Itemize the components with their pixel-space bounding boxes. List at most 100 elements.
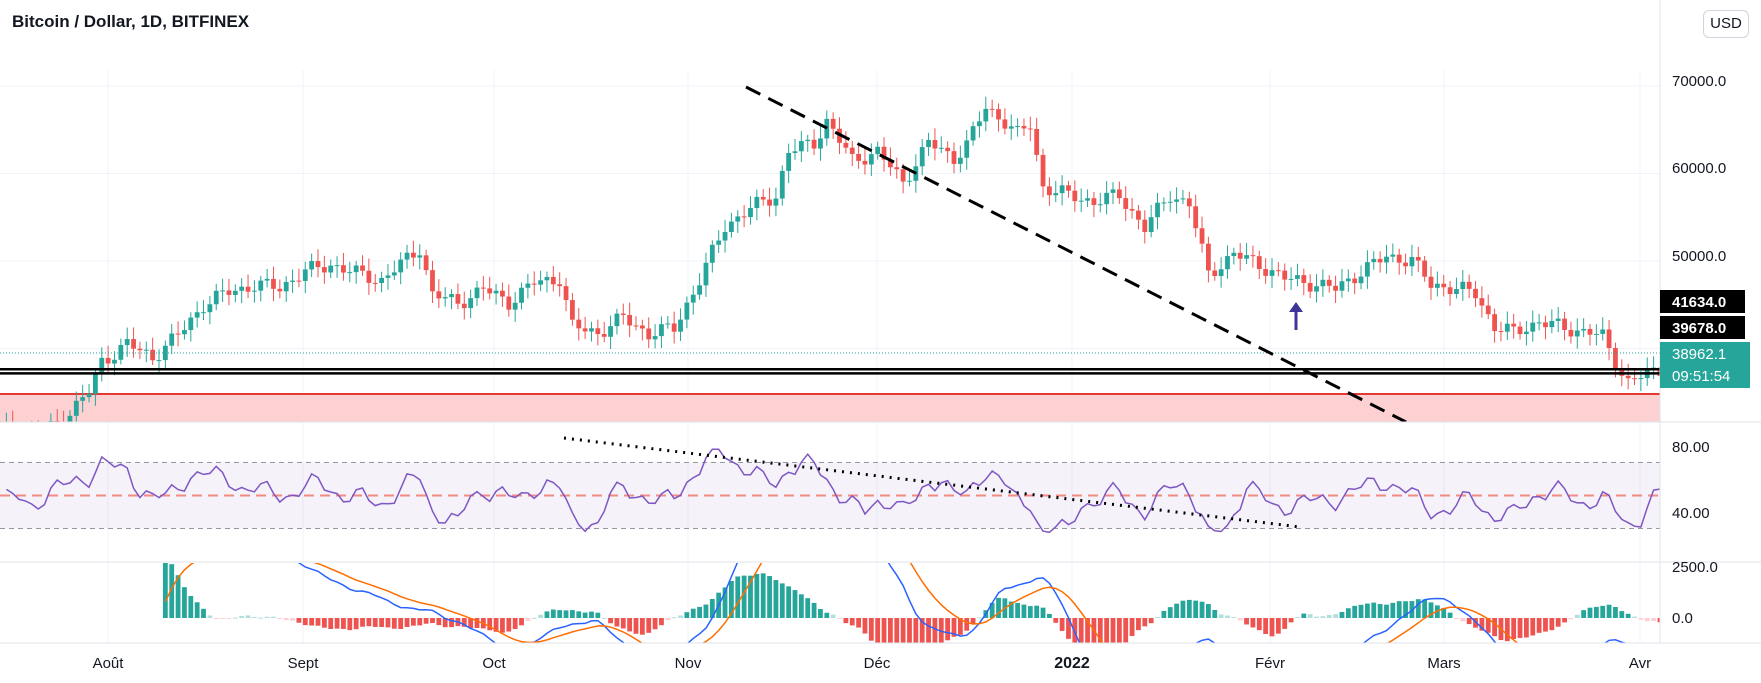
macd-bar bbox=[970, 618, 976, 625]
macd-bar bbox=[671, 617, 677, 619]
macd-bar bbox=[767, 576, 772, 618]
candle bbox=[372, 274, 378, 292]
candle bbox=[932, 128, 938, 161]
candle bbox=[1161, 197, 1167, 212]
macd-bar bbox=[1288, 618, 1294, 623]
last-price-label: 38962.1 bbox=[1672, 346, 1726, 363]
macd-bar bbox=[1403, 601, 1408, 618]
macd-bar bbox=[366, 618, 372, 627]
candle bbox=[226, 278, 232, 306]
candle bbox=[194, 301, 200, 328]
candle bbox=[1396, 248, 1402, 275]
candle bbox=[1511, 313, 1517, 339]
candle bbox=[213, 283, 219, 311]
candle bbox=[1295, 263, 1300, 287]
candle bbox=[334, 256, 340, 278]
macd-bar bbox=[175, 575, 181, 618]
candle bbox=[1047, 177, 1052, 206]
macd-bar bbox=[1390, 602, 1396, 618]
macd-bar bbox=[862, 618, 868, 634]
macd-axis[interactable]: 2500.0 0.0 bbox=[1672, 559, 1718, 627]
candle bbox=[1206, 236, 1211, 283]
candle bbox=[1193, 194, 1199, 238]
candle bbox=[321, 255, 327, 284]
time-tick-label: Août bbox=[93, 655, 125, 672]
rsi-axis[interactable]: 80.00 40.00 bbox=[1672, 439, 1710, 522]
macd-bar bbox=[709, 598, 715, 618]
candle bbox=[907, 169, 912, 187]
macd-bar bbox=[614, 618, 620, 627]
candle bbox=[601, 321, 607, 343]
time-axis[interactable]: Août Sept Oct Nov Déc 2022 Févr Mars Avr bbox=[93, 655, 1652, 672]
macd-bar bbox=[360, 618, 365, 627]
macd-bar bbox=[786, 586, 792, 618]
candle bbox=[608, 315, 613, 349]
candle bbox=[1536, 313, 1542, 331]
candle bbox=[786, 143, 792, 184]
macd-bar bbox=[798, 594, 804, 618]
macd-bar bbox=[977, 617, 982, 619]
macd-bar bbox=[1428, 602, 1434, 618]
candle bbox=[1479, 286, 1485, 318]
macd-bar bbox=[881, 618, 887, 643]
macd-bar bbox=[1116, 618, 1122, 643]
candle bbox=[760, 189, 766, 206]
candle bbox=[957, 145, 963, 173]
price-axis[interactable]: 70000.0 60000.0 50000.0 bbox=[1672, 73, 1726, 265]
macd-bar bbox=[1040, 607, 1046, 618]
candle bbox=[703, 252, 709, 297]
candle bbox=[531, 271, 537, 296]
candle bbox=[1365, 250, 1370, 289]
macd-bar bbox=[1256, 618, 1262, 631]
resistance-tag-1 bbox=[1660, 290, 1745, 313]
macd-bar bbox=[474, 618, 480, 629]
candle bbox=[143, 341, 149, 363]
macd-bar bbox=[1644, 618, 1650, 622]
candle bbox=[659, 316, 664, 348]
macd-bar bbox=[436, 618, 442, 626]
candle bbox=[150, 337, 156, 366]
macd-bar bbox=[926, 618, 931, 643]
macd-bar bbox=[1396, 601, 1402, 618]
candle bbox=[1466, 274, 1472, 299]
macd-bar bbox=[646, 618, 652, 633]
candle bbox=[1199, 216, 1205, 253]
macd-bar bbox=[1097, 618, 1103, 643]
currency-button[interactable]: USD bbox=[1703, 10, 1749, 38]
price-tags: 41634.0 39678.0 38962.1 09:51:54 bbox=[1660, 290, 1750, 388]
candle bbox=[1218, 257, 1224, 288]
macd-bar bbox=[1536, 618, 1542, 633]
candle bbox=[1250, 245, 1256, 268]
downtrend-line bbox=[745, 85, 1407, 422]
macd-bar bbox=[372, 618, 378, 627]
macd-bar bbox=[1231, 616, 1237, 618]
macd-bar bbox=[1454, 618, 1459, 619]
candle bbox=[1562, 311, 1567, 341]
candle bbox=[1307, 274, 1313, 299]
candle bbox=[315, 249, 321, 278]
candle bbox=[1345, 269, 1351, 292]
macd-bar bbox=[1237, 618, 1243, 621]
candle bbox=[398, 252, 404, 285]
macd-bar bbox=[589, 611, 594, 618]
candle bbox=[678, 308, 683, 341]
macd-bar bbox=[888, 618, 893, 643]
candle bbox=[620, 303, 626, 325]
candle bbox=[1244, 242, 1249, 265]
macd-bar bbox=[1352, 605, 1358, 618]
candle bbox=[1549, 309, 1555, 334]
candle bbox=[80, 384, 86, 413]
macd-bar bbox=[722, 587, 728, 618]
candle bbox=[1606, 319, 1612, 361]
candle bbox=[328, 259, 334, 279]
macd-bar bbox=[1587, 607, 1593, 618]
candle bbox=[1021, 118, 1027, 136]
candle bbox=[468, 289, 474, 319]
candle bbox=[506, 284, 512, 317]
candle bbox=[798, 131, 804, 162]
macd-bar bbox=[1212, 610, 1218, 618]
candle bbox=[1002, 108, 1008, 135]
candle bbox=[1256, 250, 1262, 279]
macd-bar bbox=[1320, 616, 1326, 618]
macd-bar bbox=[341, 618, 346, 629]
